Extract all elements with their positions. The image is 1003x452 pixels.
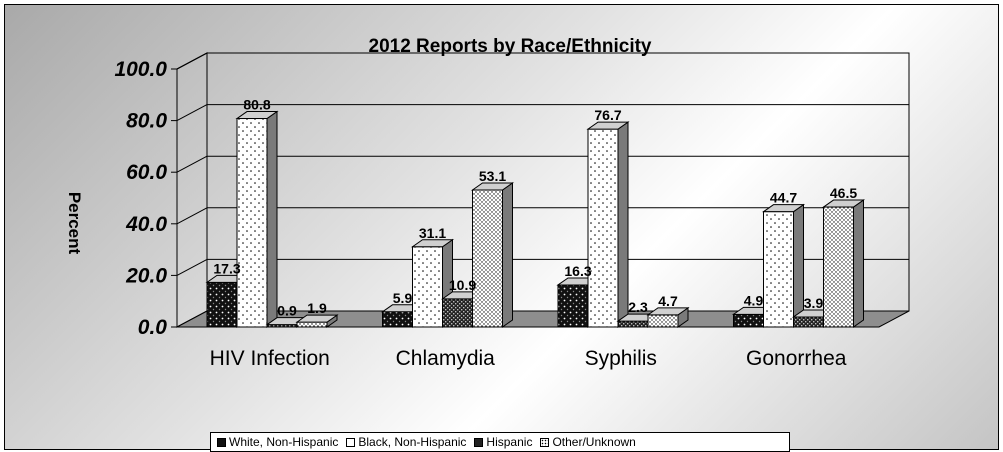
- y-tick-label: 20.0: [125, 264, 167, 287]
- y-axis-ticks: 0.0 20.0 40.0 60.0 80.0 100.0: [114, 52, 909, 339]
- legend-label: White, Non-Hispanic: [229, 435, 339, 449]
- bar-front: [617, 320, 649, 328]
- chart-title: 2012 Reports by Race/Ethnicity: [369, 36, 652, 57]
- bar-side: [502, 182, 513, 328]
- legend-swatch: [540, 437, 550, 447]
- data-label: 46.5: [830, 185, 857, 201]
- legend-swatch: [474, 437, 484, 447]
- data-label: 16.3: [564, 263, 591, 279]
- bar-side: [266, 110, 278, 328]
- data-labels: 17.3 80.8 0.9 1.9 5.9 31.1 10.9 53.1 16.3 76.7 2.3…: [213, 97, 857, 319]
- plot-walls: [176, 52, 910, 328]
- x-axis-ticks: HIV Infection Chlamydia Syphilis Gonorrhea: [210, 347, 847, 370]
- data-label: 53.1: [479, 168, 506, 184]
- legend-item: Other/Unknown: [540, 435, 636, 449]
- data-label: 44.7: [770, 190, 797, 206]
- bar-top: [295, 314, 339, 323]
- bar-top: [470, 182, 515, 191]
- y-axis-label: Percent: [65, 192, 84, 255]
- gridline-side: [176, 258, 208, 276]
- bar-front: [763, 211, 794, 328]
- bar-front: [206, 281, 238, 328]
- bar: [235, 110, 279, 328]
- bars: [205, 110, 866, 328]
- data-label: 4.7: [658, 293, 678, 309]
- data-label: 4.9: [744, 292, 764, 308]
- x-tick-label: HIV Infection: [210, 347, 330, 370]
- bar-front: [472, 189, 503, 328]
- y-tick-label: 80.0: [126, 110, 167, 133]
- bar: [295, 314, 339, 328]
- data-label: 3.9: [804, 295, 824, 311]
- bar: [646, 306, 690, 328]
- legend-item: White, Non-Hispanic: [217, 435, 338, 449]
- bar-front: [733, 313, 764, 328]
- bar-front: [793, 316, 824, 328]
- x-tick-label: Chlamydia: [396, 347, 496, 370]
- bar-top: [761, 204, 806, 213]
- bar-front: [412, 246, 443, 328]
- legend-item: Black, Non-Hispanic: [346, 435, 466, 449]
- bar-side: [617, 121, 629, 328]
- data-label: 76.7: [594, 107, 621, 123]
- data-label: 17.3: [213, 260, 240, 276]
- data-label: 31.1: [419, 225, 446, 241]
- bar: [470, 182, 515, 328]
- gridline-side: [176, 104, 208, 122]
- chart-canvas: 2012 Reports by Race/Ethnicity Percent 0…: [65, 36, 910, 370]
- side-wall: [176, 52, 208, 328]
- legend: White, Non-Hispanic Black, Non-Hispanic Hi…: [210, 432, 790, 452]
- chart-frame: 2012 Reports by Race/Ethnicity Percent 0…: [4, 4, 999, 452]
- bar-front: [647, 314, 679, 328]
- data-label: 80.8: [243, 97, 270, 113]
- bar-front: [382, 311, 413, 328]
- y-tick-label: 0.0: [138, 316, 168, 339]
- bar-front: [442, 298, 473, 328]
- x-tick-label: Syphilis: [585, 347, 657, 370]
- legend-label: Hispanic: [486, 435, 533, 449]
- y-tick-label: 100.0: [114, 58, 167, 81]
- data-label: 2.3: [628, 299, 648, 315]
- legend-item: Hispanic: [474, 435, 532, 449]
- data-label: 0.9: [277, 303, 297, 319]
- bar-top: [646, 307, 690, 316]
- bar-top: [235, 111, 279, 120]
- data-label: 1.9: [307, 300, 327, 316]
- bar-front: [823, 206, 854, 328]
- legend-swatch: [217, 437, 226, 447]
- bar-front: [587, 128, 619, 328]
- bar-top: [586, 121, 630, 130]
- gridline-side: [176, 52, 208, 70]
- bar-front: [557, 284, 589, 328]
- bar-top: [821, 199, 866, 208]
- gridline-side: [176, 155, 208, 173]
- x-tick-label: Gonorrhea: [746, 347, 847, 370]
- y-tick-label: 60.0: [126, 161, 167, 184]
- bar-front: [236, 118, 268, 328]
- bar-front: [296, 321, 328, 328]
- gridline-side: [176, 207, 208, 225]
- data-label: 5.9: [393, 290, 413, 306]
- legend-label: Black, Non-Hispanic: [358, 435, 467, 449]
- bar: [586, 121, 630, 328]
- bar: [761, 203, 806, 328]
- bar: [821, 199, 866, 328]
- bar-top: [410, 239, 455, 248]
- legend-swatch: [346, 437, 356, 447]
- bar: [410, 238, 455, 328]
- y-tick-label: 40.0: [125, 213, 167, 236]
- bar-side: [853, 199, 864, 328]
- data-label: 10.9: [449, 277, 476, 293]
- legend-label: Other/Unknown: [552, 435, 636, 449]
- bar-side: [793, 203, 804, 328]
